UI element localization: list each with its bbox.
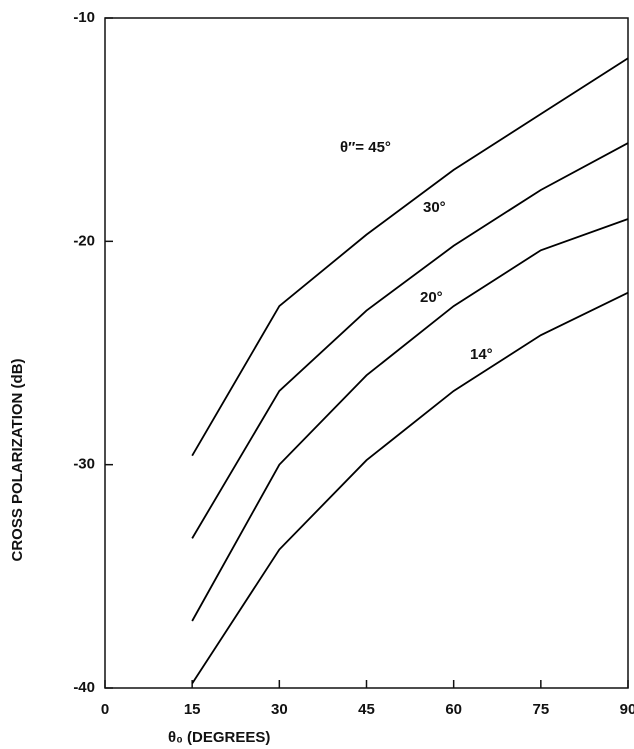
curve-label: 30° bbox=[423, 199, 446, 216]
x-tick-label: 0 bbox=[101, 701, 109, 718]
y-tick-label: -20 bbox=[73, 232, 95, 249]
x-tick-label: 15 bbox=[184, 701, 201, 718]
plot-frame bbox=[104, 17, 629, 689]
curve bbox=[191, 57, 629, 457]
curve bbox=[191, 218, 629, 622]
x-axis-label: θ₀ (DEGREES) bbox=[168, 729, 270, 746]
x-tick-label: 90 bbox=[620, 701, 634, 718]
curve-label: θ″= 45° bbox=[340, 139, 391, 156]
x-tick-label: 75 bbox=[532, 701, 549, 718]
curve-label: 20° bbox=[420, 289, 443, 306]
curve bbox=[191, 291, 629, 685]
x-tick-label: 45 bbox=[358, 701, 375, 718]
y-tick-label: -40 bbox=[73, 679, 95, 696]
x-tick-label: 30 bbox=[271, 701, 288, 718]
y-axis-label: CROSS POLARIZATION (dB) bbox=[9, 358, 26, 561]
curve bbox=[191, 142, 629, 539]
curve-label: 14° bbox=[470, 346, 493, 363]
y-tick-label: -30 bbox=[73, 456, 95, 473]
y-tick-label: -10 bbox=[73, 9, 95, 26]
x-tick-label: 60 bbox=[445, 701, 462, 718]
